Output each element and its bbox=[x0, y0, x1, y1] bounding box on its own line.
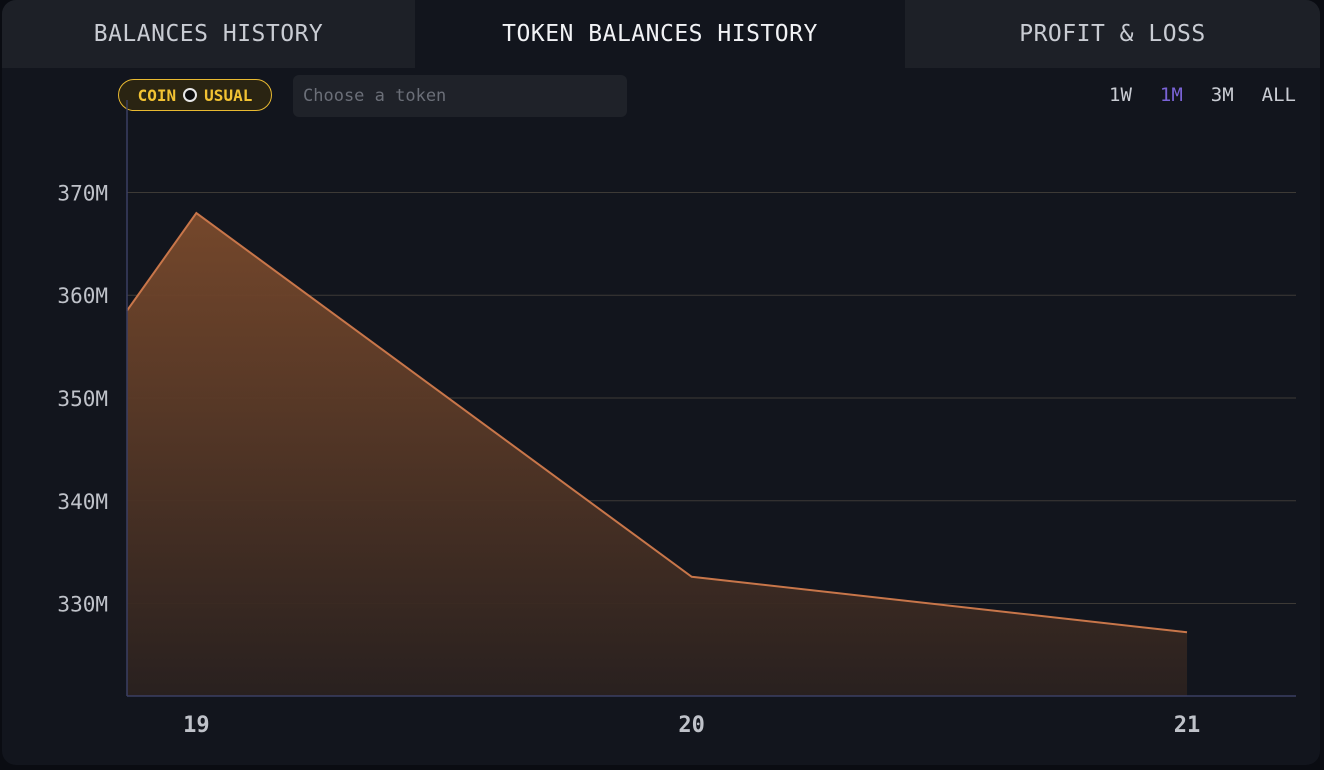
badge-token-label: USUAL bbox=[204, 85, 253, 105]
balance-line bbox=[126, 211, 1188, 634]
range-1w[interactable]: 1W bbox=[1109, 84, 1132, 106]
balance-area bbox=[127, 213, 1188, 696]
y-tick-label: 330M bbox=[57, 593, 108, 617]
x-tick-label: 19 bbox=[183, 713, 210, 738]
token-search-input[interactable] bbox=[293, 75, 627, 117]
time-range-selector: 1W 1M 3M ALL bbox=[1109, 84, 1296, 106]
tab-token-balances-history[interactable]: TOKEN BALANCES HISTORY bbox=[415, 0, 905, 68]
tab-profit-loss[interactable]: PROFIT & LOSS bbox=[905, 0, 1320, 68]
token-badge[interactable]: COIN USUAL bbox=[118, 79, 272, 111]
range-all[interactable]: ALL bbox=[1261, 84, 1296, 106]
badge-coin-label: COIN bbox=[137, 85, 177, 105]
range-3m[interactable]: 3M bbox=[1210, 84, 1234, 106]
y-tick-label: 370M bbox=[57, 181, 108, 205]
x-tick-label: 20 bbox=[678, 713, 705, 738]
coin-icon bbox=[183, 88, 198, 102]
range-1m[interactable]: 1M bbox=[1159, 84, 1183, 106]
tab-bar: BALANCES HISTORY TOKEN BALANCES HISTORY … bbox=[2, 0, 1320, 68]
y-tick-label: 360M bbox=[57, 284, 108, 308]
x-tick-label: 21 bbox=[1174, 713, 1201, 738]
tab-balances-history[interactable]: BALANCES HISTORY bbox=[2, 0, 415, 68]
y-tick-label: 350M bbox=[57, 387, 108, 411]
y-tick-label: 340M bbox=[57, 490, 108, 514]
